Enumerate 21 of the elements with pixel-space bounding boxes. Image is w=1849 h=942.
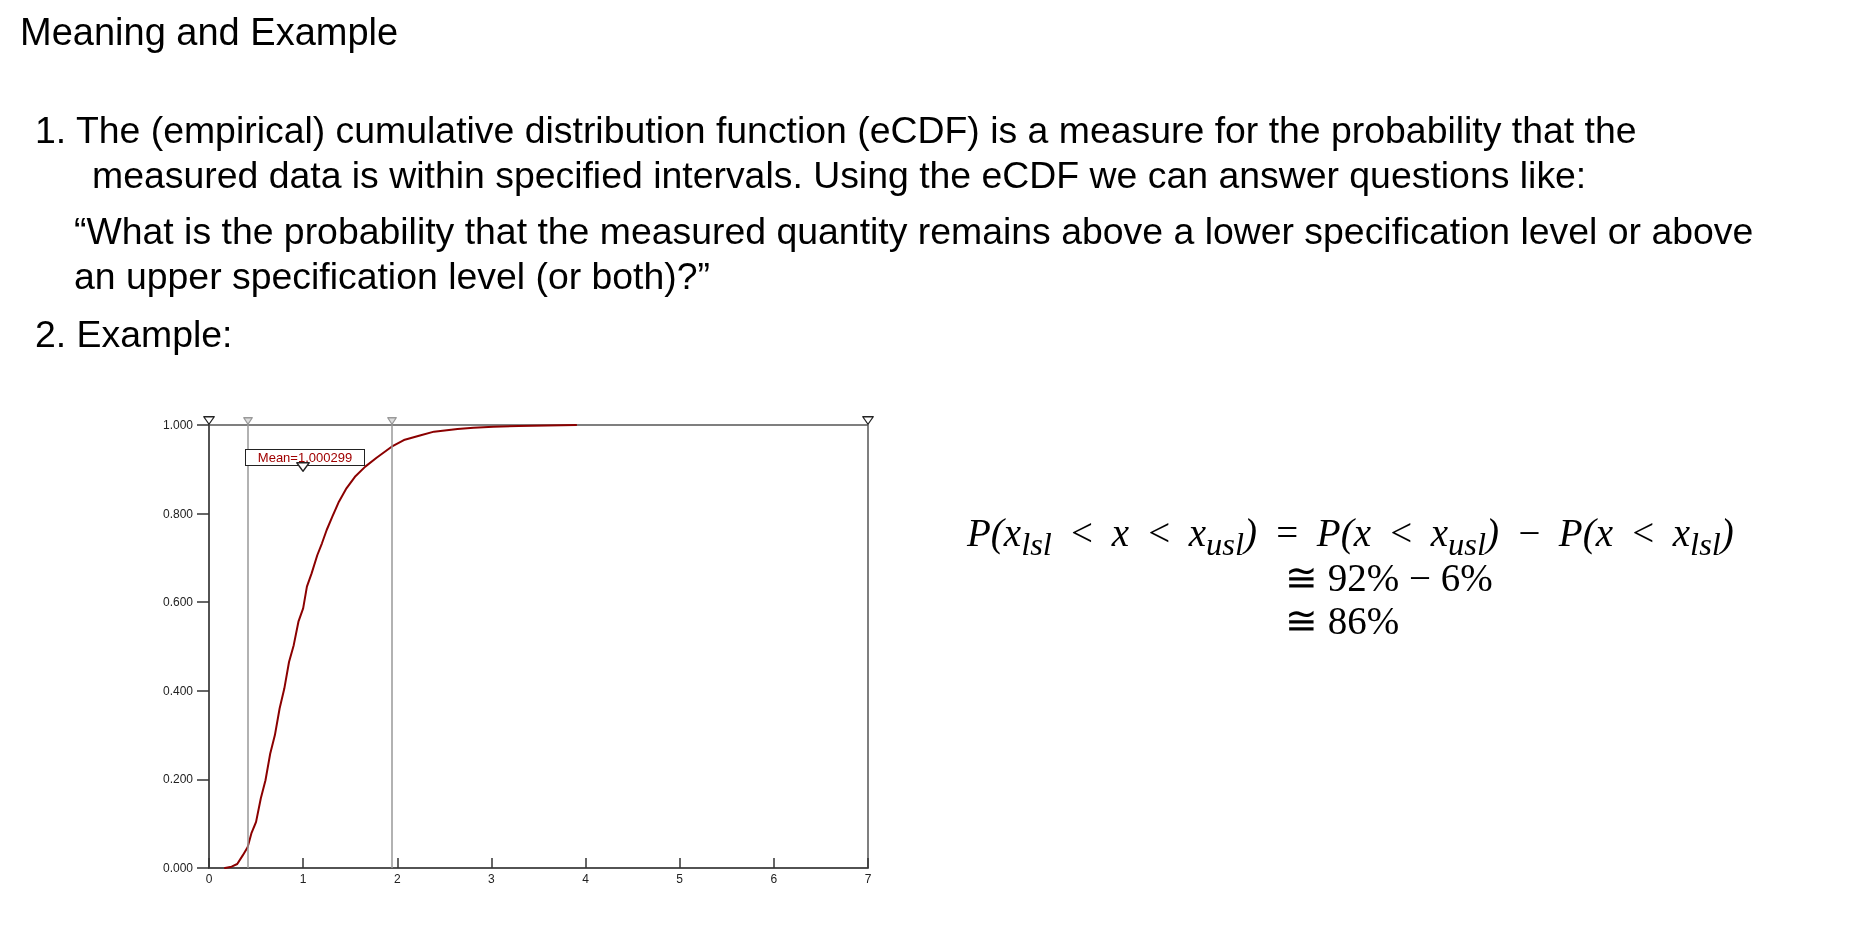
text: ≅ 86% bbox=[1285, 598, 1400, 643]
y-tick-label: 0.400 bbox=[162, 683, 194, 698]
annotation: Mean=1.000299 bbox=[245, 449, 365, 466]
x-tick-label: 3 bbox=[488, 872, 496, 886]
text: “What is the probability that the measured quantity remains above a lower specification level or above an upper specification level (or both)?” bbox=[74, 209, 1755, 299]
y-tick-label: 0.000 bbox=[162, 861, 194, 875]
line-series bbox=[224, 424, 578, 869]
x-tick-label: 1 bbox=[299, 872, 307, 886]
x-tick-label: 7 bbox=[864, 872, 872, 886]
y-tick-label: 0.600 bbox=[162, 595, 194, 610]
text: 2. Example: bbox=[35, 312, 233, 357]
chart-title: Meaning and Example bbox=[20, 10, 399, 55]
text: 1. The (empirical) cumulative distribution function (eCDF) is a measure for the probability that the measured data is within specified intervals. Using the eCDF we can answer questions like: bbox=[35, 108, 1638, 198]
x-tick-label: 0 bbox=[205, 872, 213, 886]
x-tick-label: 4 bbox=[582, 872, 590, 886]
x-tick-label: 2 bbox=[393, 872, 401, 886]
y-tick-label: 0.200 bbox=[162, 772, 194, 787]
y-tick-label: 0.800 bbox=[162, 506, 194, 521]
x-tick-label: 6 bbox=[770, 872, 778, 886]
y-tick-label: 1.000 bbox=[162, 418, 194, 432]
x-tick-label: 5 bbox=[676, 872, 684, 886]
